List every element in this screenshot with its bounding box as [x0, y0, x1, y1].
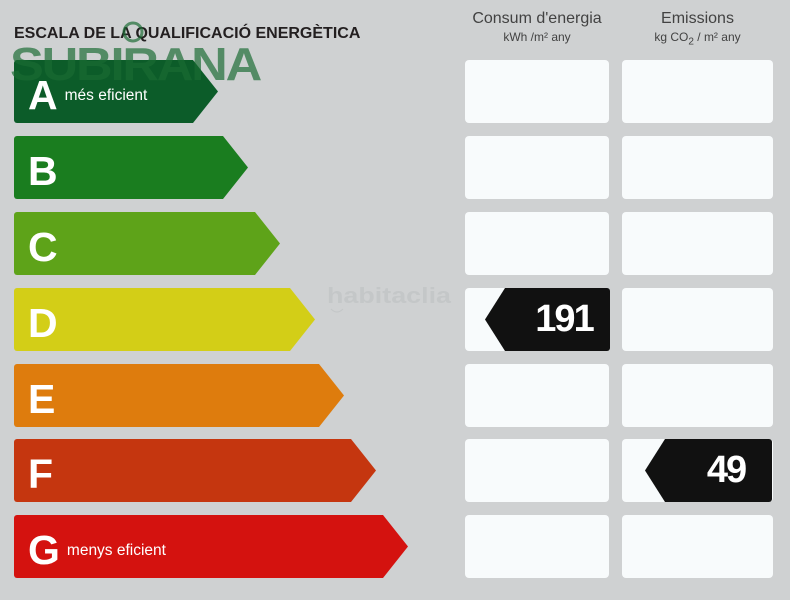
svg-text:SUBIRANA: SUBIRANA — [10, 38, 261, 84]
